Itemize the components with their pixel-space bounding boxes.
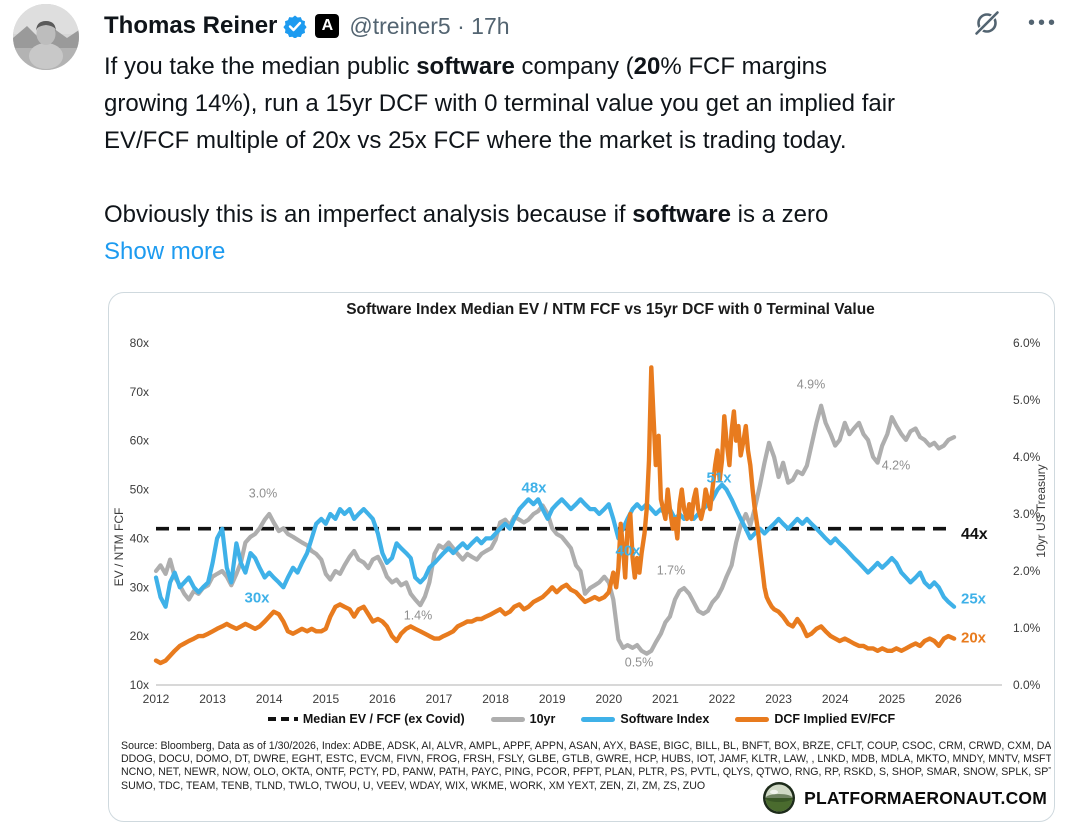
chart-annotation: 1.7% bbox=[657, 563, 686, 577]
left-axis-tick: 30x bbox=[130, 580, 149, 594]
x-axis-tick: 2020 bbox=[595, 692, 622, 706]
right-axis-tick: 2.0% bbox=[1013, 564, 1041, 578]
x-axis-tick: 2021 bbox=[652, 692, 679, 706]
source-line: Source: Bloomberg, Data as of 1/30/2026,… bbox=[121, 740, 1051, 752]
handle-and-time[interactable]: @treiner5 · 17h bbox=[349, 12, 510, 39]
verified-badge-icon bbox=[283, 15, 307, 38]
watermark-text: PLATFORMAERONAUT.COM bbox=[804, 787, 1047, 808]
legend-label: Software Index bbox=[620, 712, 710, 726]
legend-item: DCF Implied EV/FCF bbox=[735, 712, 895, 726]
chart-annotation: 51x bbox=[706, 470, 732, 487]
x-axis-tick: 2024 bbox=[822, 692, 849, 706]
chart-plot: 80x 70x 60x 50x 40x 30x 20x 10x 6.0% 5.0% 4.0% 3.0%… bbox=[112, 336, 1048, 706]
tweet-text: If you take the median public software c… bbox=[104, 48, 1064, 270]
left-axis-title: EV / NTM FCF bbox=[112, 508, 126, 587]
chart-annotation: 44x bbox=[961, 526, 988, 543]
tweet-paragraph-2: Obviously this is an imperfect analysis … bbox=[104, 201, 829, 228]
x-axis-tick: 2016 bbox=[369, 692, 396, 706]
chart-source-text: Source: Bloomberg, Data as of 1/30/2026,… bbox=[121, 740, 1051, 793]
legend-label: Median EV / FCF (ex Covid) bbox=[302, 712, 465, 726]
source-line: SUMO, TDC, TEAM, TENB, TLND, TWLO, TWOU,… bbox=[121, 779, 706, 792]
chart-annotation: 25x bbox=[961, 591, 987, 608]
x-axis-tick: 2013 bbox=[199, 692, 226, 706]
more-options-icon[interactable]: ••• bbox=[1027, 11, 1058, 34]
chart-annotation: 40x bbox=[615, 543, 641, 560]
legend-swatch bbox=[735, 716, 770, 722]
left-axis-tick: 40x bbox=[130, 531, 149, 545]
left-axis-tick: 20x bbox=[130, 629, 149, 643]
x-axis-tick: 2018 bbox=[482, 692, 509, 706]
series-dcf-implied-ev-fcf bbox=[153, 365, 957, 666]
x-axis-tick: 2022 bbox=[709, 692, 736, 706]
platformaeronaut-logo-icon bbox=[763, 782, 796, 814]
x-axis-tick: 2017 bbox=[426, 692, 453, 706]
legend-swatch bbox=[490, 716, 525, 722]
x-axis-tick: 2014 bbox=[256, 692, 283, 706]
chart-image-card[interactable]: Software Index Median EV / NTM FCF vs 15… bbox=[108, 292, 1055, 822]
series-software-index bbox=[153, 482, 957, 609]
tweet-header: Thomas Reiner A @treiner5 · 17h bbox=[104, 12, 510, 40]
legend-item: 10yr bbox=[490, 712, 556, 726]
chart-annotation: 0.5% bbox=[625, 655, 654, 669]
grok-summarize-icon[interactable] bbox=[972, 8, 1002, 38]
left-axis-tick: 10x bbox=[130, 678, 149, 692]
watermark: PLATFORMAERONAUT.COM bbox=[762, 781, 1047, 815]
tweet-paragraph-1: If you take the median public software c… bbox=[104, 53, 896, 154]
legend-item: Software Index bbox=[581, 712, 709, 726]
source-line: NCNO, NET, NEWR, NOW, OLO, OKTA, ONTF, P… bbox=[121, 766, 1051, 779]
right-axis-tick: 5.0% bbox=[1013, 393, 1041, 407]
legend-item: Median EV / FCF (ex Covid) bbox=[267, 712, 465, 726]
tweet-controls: ••• bbox=[972, 8, 1058, 38]
left-axis-tick: 70x bbox=[130, 385, 149, 399]
chart-annotation: 20x bbox=[961, 630, 987, 647]
legend-swatch bbox=[267, 717, 298, 721]
left-axis-tick: 60x bbox=[130, 434, 149, 448]
left-axis-tick: 80x bbox=[130, 336, 149, 350]
x-axis-tick: 2012 bbox=[143, 692, 170, 706]
chart-annotation: 3.0% bbox=[249, 486, 278, 500]
chart-annotation: 1.4% bbox=[404, 608, 433, 622]
right-axis-tick: 6.0% bbox=[1013, 336, 1041, 350]
right-axis-tick: 3.0% bbox=[1013, 507, 1041, 521]
chart-annotation: 4.2% bbox=[882, 458, 911, 472]
avatar-photo bbox=[13, 4, 79, 70]
affiliate-badge[interactable]: A bbox=[315, 14, 340, 38]
source-line: DDOG, DOCU, DOMO, DT, DWRE, EGHT, ESTC, … bbox=[121, 753, 1051, 766]
right-axis-title: 10yr US Treasury bbox=[1034, 464, 1048, 557]
chart-title: Software Index Median EV / NTM FCF vs 15… bbox=[346, 301, 875, 318]
x-axis-tick: 2023 bbox=[765, 692, 792, 706]
legend-swatch bbox=[581, 716, 616, 722]
x-axis-tick: 2015 bbox=[312, 692, 339, 706]
show-more-link[interactable]: Show more bbox=[104, 238, 226, 265]
author-name[interactable]: Thomas Reiner bbox=[104, 12, 278, 39]
x-axis-tick: 2026 bbox=[935, 692, 962, 706]
right-axis-tick: 4.0% bbox=[1013, 450, 1041, 464]
chart-annotation: 48x bbox=[521, 480, 547, 497]
series-10yr bbox=[153, 403, 957, 656]
legend-label: DCF Implied EV/FCF bbox=[774, 712, 896, 726]
chart-legend: Median EV / FCF (ex Covid) 10yr Software I… bbox=[109, 712, 1054, 726]
avatar[interactable] bbox=[13, 4, 79, 70]
x-axis-tick: 2025 bbox=[878, 692, 905, 706]
chart-annotation: 4.9% bbox=[797, 377, 826, 391]
legend-label: 10yr bbox=[529, 712, 556, 726]
right-axis-tick: 0.0% bbox=[1013, 678, 1041, 692]
right-axis-tick: 1.0% bbox=[1013, 621, 1041, 635]
left-axis-tick: 50x bbox=[130, 483, 149, 497]
x-axis-tick: 2019 bbox=[539, 692, 566, 706]
chart-annotation: 30x bbox=[244, 590, 270, 607]
